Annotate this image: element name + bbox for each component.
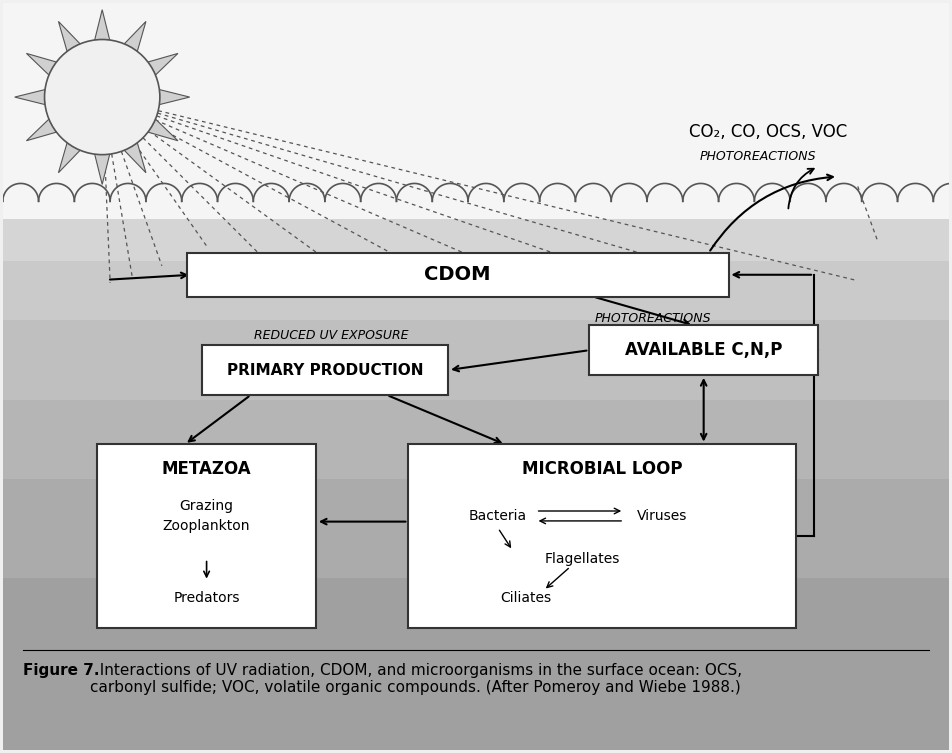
Polygon shape	[27, 119, 56, 141]
Text: MICROBIAL LOOP: MICROBIAL LOOP	[522, 460, 683, 478]
Polygon shape	[683, 184, 719, 201]
Polygon shape	[719, 184, 754, 201]
Bar	[3, 3, 949, 219]
Polygon shape	[253, 184, 289, 201]
Polygon shape	[58, 21, 80, 51]
Bar	[3, 3, 949, 201]
Polygon shape	[826, 184, 862, 201]
Polygon shape	[3, 184, 39, 201]
Bar	[187, 253, 728, 297]
Polygon shape	[110, 184, 146, 201]
Polygon shape	[289, 184, 325, 201]
Text: Interactions of UV radiation, CDOM, and microorganisms in the surface ocean: OCS: Interactions of UV radiation, CDOM, and …	[90, 663, 743, 695]
Bar	[3, 400, 949, 479]
Text: METAZOA: METAZOA	[162, 460, 251, 478]
Polygon shape	[146, 184, 182, 201]
Bar	[97, 444, 316, 628]
Polygon shape	[94, 154, 109, 184]
Polygon shape	[396, 184, 432, 201]
Polygon shape	[790, 184, 826, 201]
Polygon shape	[148, 53, 178, 75]
Text: PHOTOREACTIONS: PHOTOREACTIONS	[594, 312, 711, 325]
Bar	[3, 321, 949, 400]
Bar	[3, 261, 949, 321]
Polygon shape	[27, 53, 56, 75]
Polygon shape	[217, 184, 253, 201]
Polygon shape	[159, 90, 189, 105]
Polygon shape	[74, 184, 110, 201]
Bar	[3, 479, 949, 578]
Polygon shape	[14, 90, 45, 105]
Text: CO₂, CO, OCS, VOC: CO₂, CO, OCS, VOC	[689, 123, 847, 141]
Polygon shape	[39, 184, 74, 201]
Polygon shape	[325, 184, 361, 201]
Polygon shape	[898, 184, 933, 201]
Polygon shape	[148, 119, 178, 141]
Polygon shape	[575, 184, 611, 201]
Polygon shape	[468, 184, 504, 201]
Text: Flagellates: Flagellates	[545, 552, 620, 566]
Bar	[202, 345, 448, 395]
Polygon shape	[504, 184, 540, 201]
Bar	[589, 325, 818, 375]
Text: Viruses: Viruses	[637, 509, 687, 523]
Polygon shape	[0, 184, 3, 201]
Text: REDUCED UV EXPOSURE: REDUCED UV EXPOSURE	[253, 329, 408, 342]
Text: CDOM: CDOM	[425, 265, 491, 284]
Polygon shape	[125, 143, 146, 172]
Polygon shape	[94, 10, 109, 40]
Polygon shape	[611, 184, 647, 201]
Polygon shape	[933, 184, 952, 201]
Polygon shape	[432, 184, 468, 201]
Text: PHOTOREACTIONS: PHOTOREACTIONS	[700, 150, 817, 163]
Text: AVAILABLE C,N,P: AVAILABLE C,N,P	[625, 341, 783, 359]
Text: Ciliates: Ciliates	[500, 591, 551, 605]
Polygon shape	[540, 184, 575, 201]
Bar	[3, 578, 949, 750]
Polygon shape	[58, 143, 80, 172]
Text: PRIMARY PRODUCTION: PRIMARY PRODUCTION	[227, 362, 423, 377]
Polygon shape	[361, 184, 396, 201]
Polygon shape	[647, 184, 683, 201]
Polygon shape	[862, 184, 898, 201]
Text: Grazing
Zooplankton: Grazing Zooplankton	[163, 499, 250, 532]
Text: Figure 7.: Figure 7.	[23, 663, 99, 678]
Bar	[3, 201, 949, 261]
Polygon shape	[125, 21, 146, 51]
Bar	[408, 444, 796, 628]
Text: Bacteria: Bacteria	[468, 509, 527, 523]
Text: Predators: Predators	[173, 591, 240, 605]
Polygon shape	[754, 184, 790, 201]
Circle shape	[45, 39, 160, 154]
Polygon shape	[182, 184, 217, 201]
